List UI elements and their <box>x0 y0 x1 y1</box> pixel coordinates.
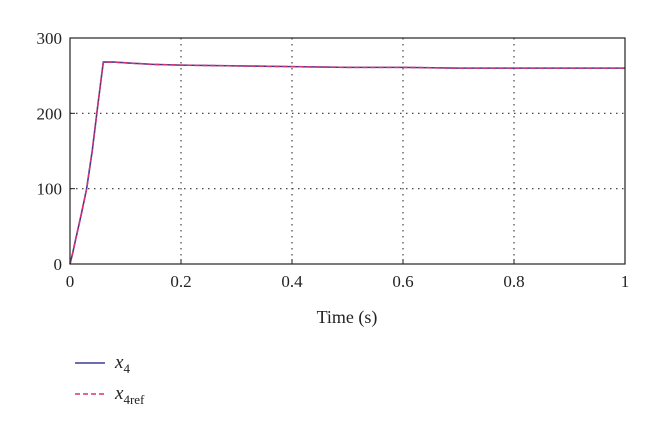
x-axis-label: Time (s) <box>317 307 378 328</box>
plot-frame <box>69 37 626 265</box>
y-tick-label: 0 <box>54 255 63 274</box>
y-tick-label: 300 <box>37 29 63 48</box>
grid-lines <box>70 38 625 264</box>
x-tick-label: 0 <box>66 272 75 291</box>
x-tick-label: 0.8 <box>503 272 524 291</box>
x-tick-label: 0.6 <box>392 272 413 291</box>
x-tick-label: 1 <box>621 272 630 291</box>
legend-label-4ref: x4ref <box>114 383 145 407</box>
x-tick-label: 0.2 <box>170 272 191 291</box>
tick-labels: 0 0.2 0.4 0.6 0.8 1 0 100 200 300 <box>37 29 630 291</box>
series-line-4 <box>69 61 625 265</box>
y-tick-label: 200 <box>37 104 63 123</box>
y-tick-label: 100 <box>37 180 63 199</box>
series-line-4ref <box>69 61 625 265</box>
legend-label-4: x4 <box>114 352 130 376</box>
x-tick-label: 0.4 <box>281 272 303 291</box>
series-layer <box>69 61 625 265</box>
legend: x4 x4ref <box>75 352 145 407</box>
